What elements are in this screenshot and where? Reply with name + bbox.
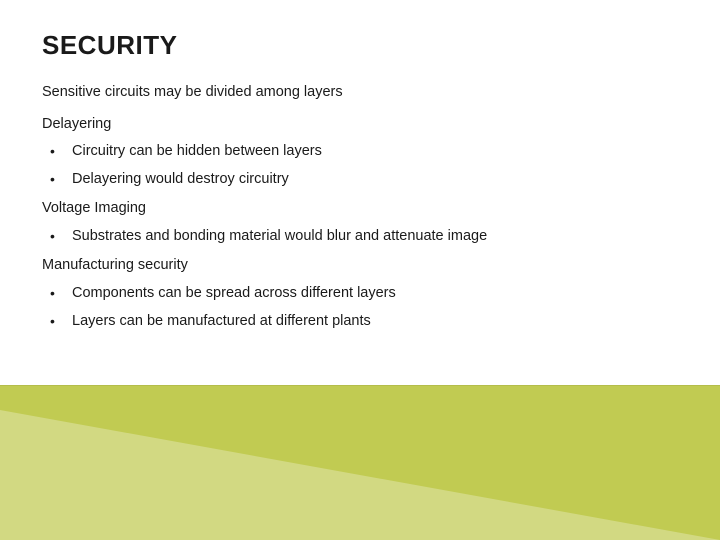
bullet-list-manufacturing: Components can be spread across differen… [44, 284, 678, 331]
bullet-list-voltage: Substrates and bonding material would bl… [44, 227, 678, 247]
bullet-item: Layers can be manufactured at different … [44, 312, 678, 332]
intro-text: Sensitive circuits may be divided among … [42, 83, 678, 103]
bullet-item: Components can be spread across differen… [44, 284, 678, 304]
bullet-list-delayering: Circuitry can be hidden between layers D… [44, 142, 678, 189]
slide: SECURITY Sensitive circuits may be divid… [0, 0, 720, 540]
slide-content: SECURITY Sensitive circuits may be divid… [0, 0, 720, 331]
slide-title: SECURITY [42, 30, 678, 61]
bullet-item: Circuitry can be hidden between layers [44, 142, 678, 162]
section-label-manufacturing: Manufacturing security [42, 256, 678, 276]
section-label-voltage: Voltage Imaging [42, 199, 678, 219]
accent-diagonal [0, 410, 720, 540]
section-label-delayering: Delayering [42, 115, 678, 135]
accent-band [0, 385, 720, 540]
bullet-item: Substrates and bonding material would bl… [44, 227, 678, 247]
bullet-item: Delayering would destroy circuitry [44, 170, 678, 190]
